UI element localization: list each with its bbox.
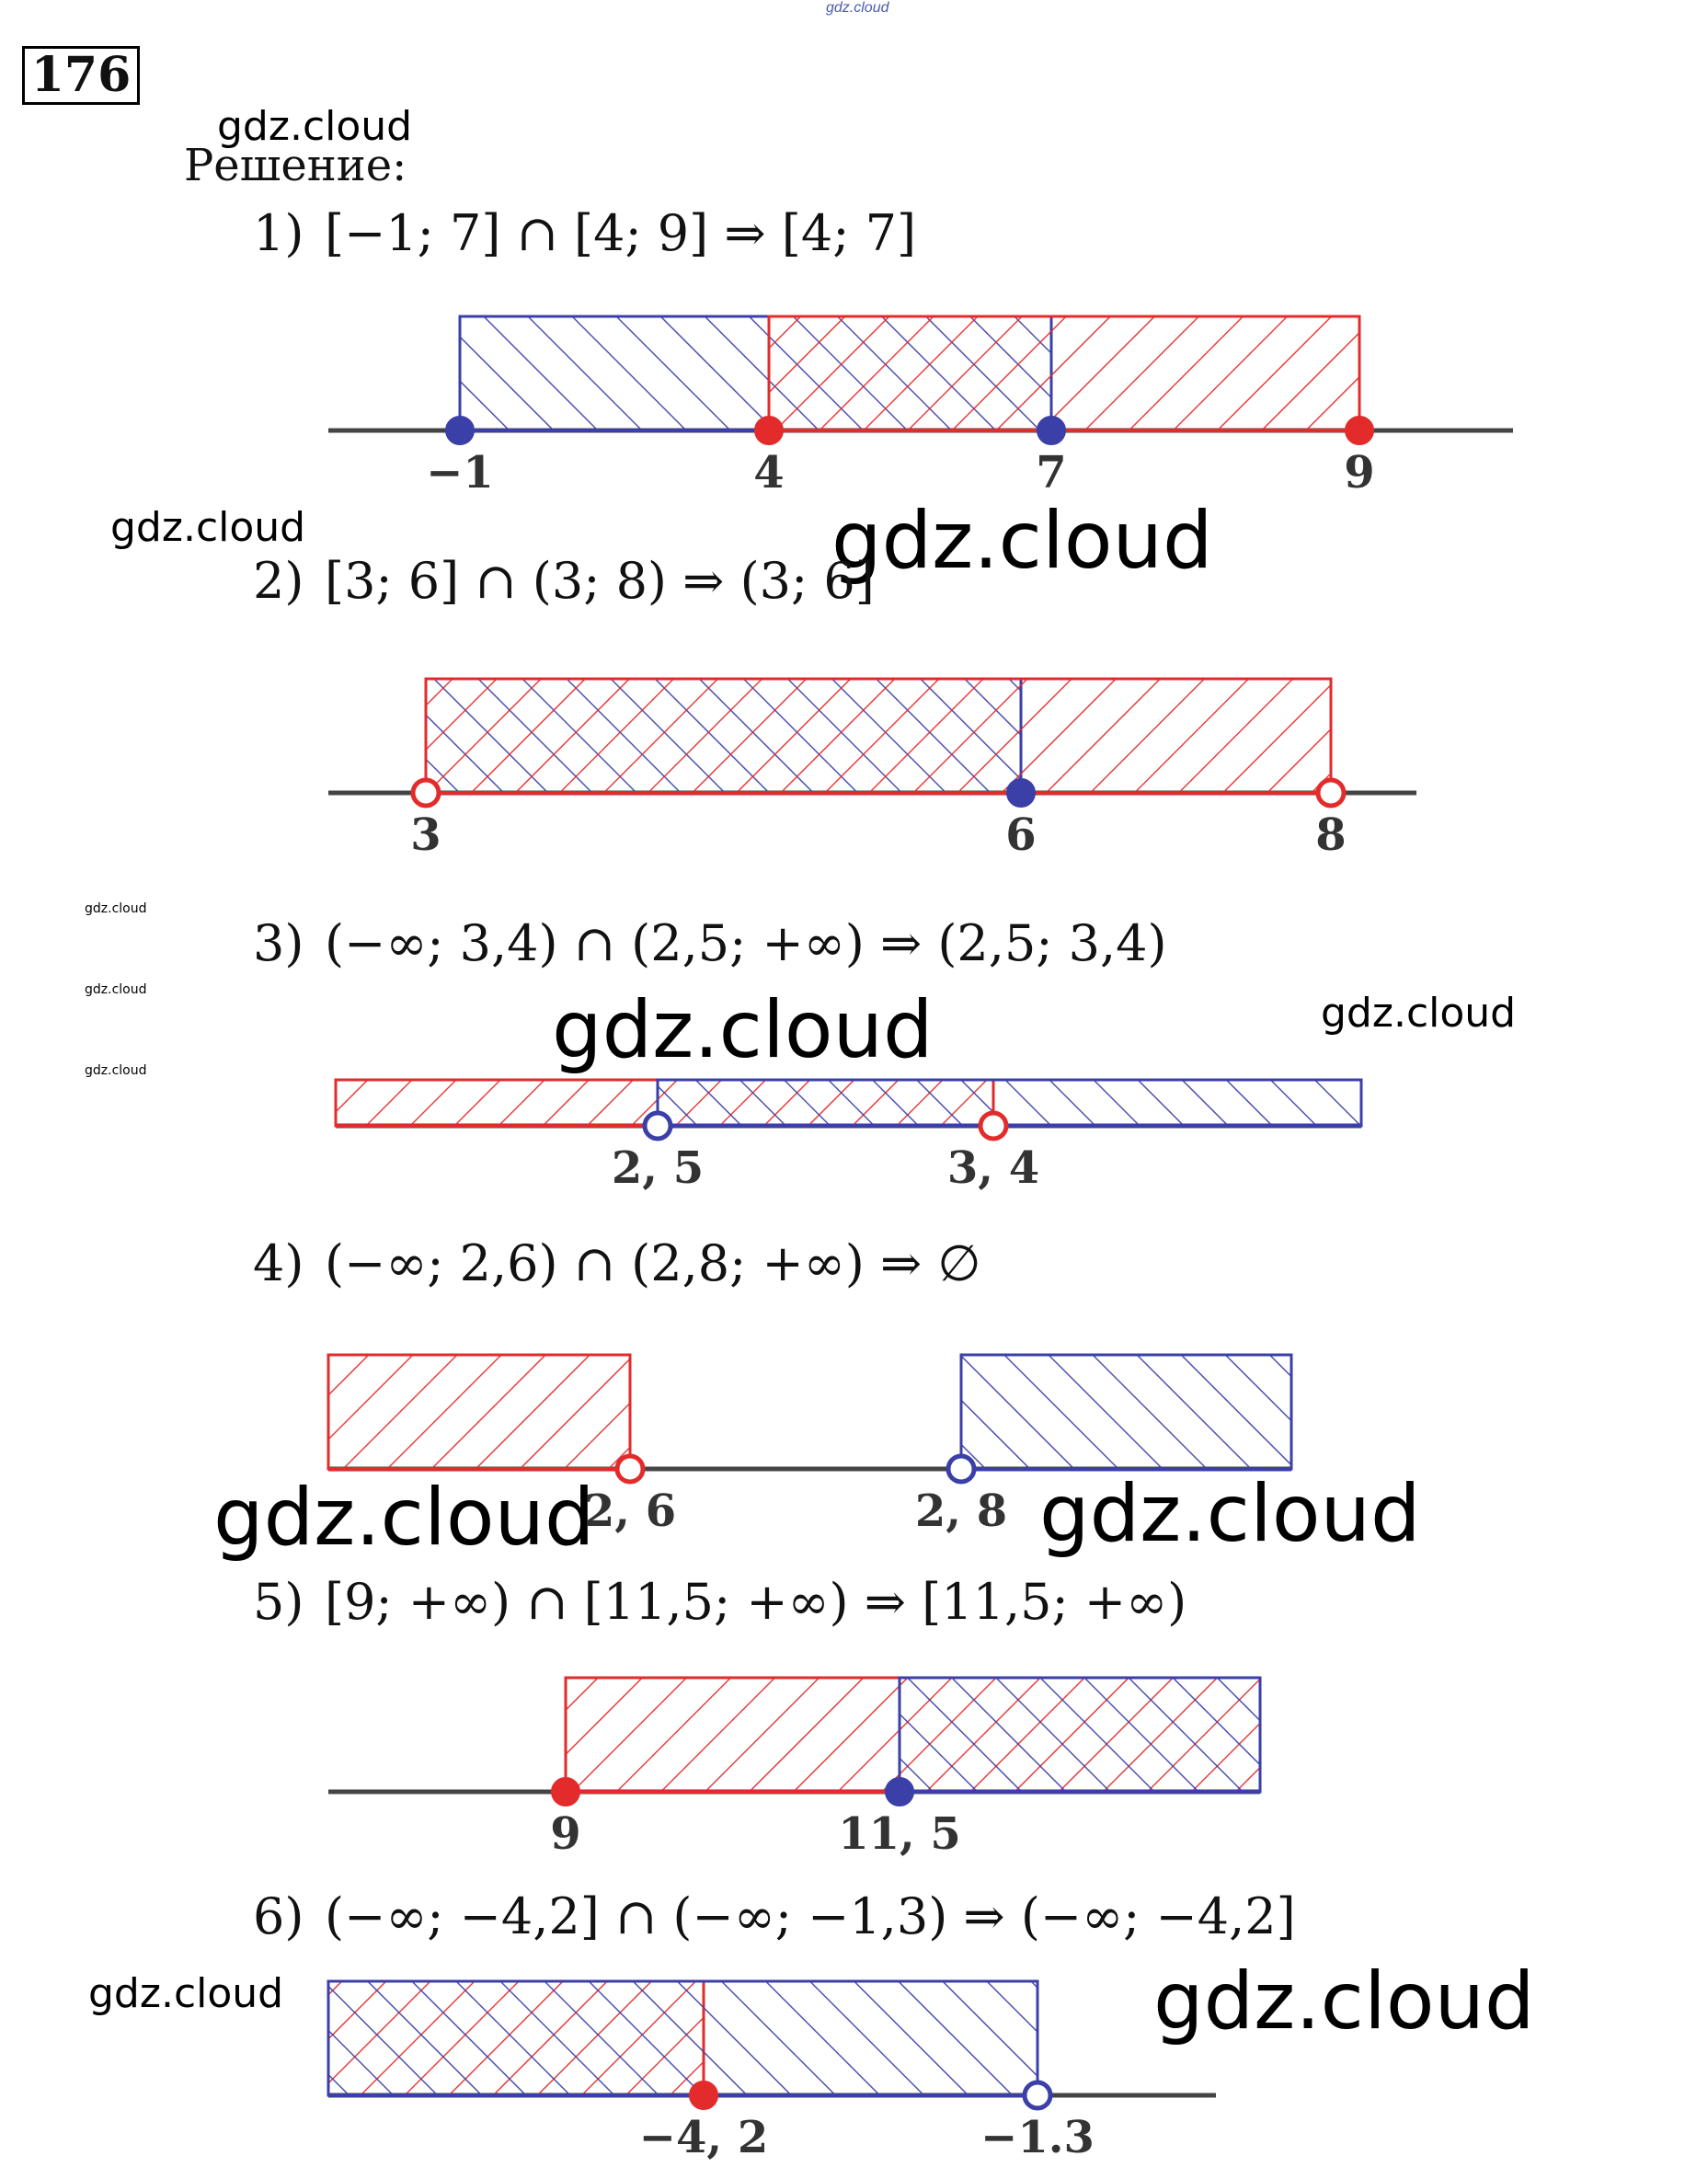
problem-5-expression: 5) [9; +∞) ∩ [11,5; +∞) ⇒ [11,5; +∞) <box>253 1573 1186 1631</box>
open-endpoint-blue <box>642 1110 673 1141</box>
open-endpoint-red <box>978 1110 1009 1141</box>
problem-number: 2) <box>253 552 304 610</box>
problem-number: 1) <box>253 204 304 262</box>
tick-label: −4, 2 <box>639 2112 768 2163</box>
problem-formula: [−1; 7] ∩ [4; 9] ⇒ [4; 7] <box>325 204 917 262</box>
watermark: gdz.cloud <box>85 982 147 997</box>
open-endpoint-red <box>1315 777 1347 809</box>
watermark: gdz.cloud <box>1153 1955 1535 2047</box>
open-endpoint-red <box>410 777 441 809</box>
problem-number: 5) <box>253 1573 304 1631</box>
problem-4-expression: 4) (−∞; 2,6) ∩ (2,8; +∞) ⇒ ∅ <box>253 1234 980 1292</box>
closed-endpoint-blue <box>445 416 475 445</box>
tick-label: 2, 5 <box>612 1142 704 1194</box>
watermark: gdz.cloud <box>1039 1468 1421 1560</box>
problem-formula: [9; +∞) ∩ [11,5; +∞) ⇒ [11,5; +∞) <box>325 1573 1187 1631</box>
watermark: gdz.cloud <box>213 1472 595 1564</box>
watermark: gdz.cloud <box>831 495 1213 587</box>
problem-number: 6) <box>253 1887 304 1945</box>
problem-formula: (−∞; 2,6) ∩ (2,8; +∞) ⇒ ∅ <box>325 1234 981 1292</box>
task-number: 176 <box>22 46 140 105</box>
watermark: gdz.cloud <box>552 984 934 1076</box>
number-line-6: −4, 2 −1.3 <box>327 1979 1216 2163</box>
tick-label: 8 <box>1315 809 1346 861</box>
site-mark: gdz.cloud <box>826 0 889 16</box>
number-line-1: −1 4 7 9 <box>328 315 1513 499</box>
watermark: gdz.cloud <box>217 103 413 150</box>
open-endpoint-blue <box>946 1453 977 1485</box>
closed-endpoint-red <box>1345 416 1374 445</box>
blue-interval-hatch <box>959 1353 1293 1471</box>
solution-heading: Решение: <box>184 140 407 191</box>
number-line-2: 3 6 8 <box>328 677 1416 861</box>
watermark: gdz.cloud <box>85 901 147 916</box>
tick-label: 9 <box>1344 447 1374 499</box>
closed-endpoint-red <box>754 416 784 445</box>
red-interval-hatch <box>424 677 1333 795</box>
tick-label: 11, 5 <box>838 1808 961 1860</box>
problem-3-expression: 3) (−∞; 3,4) ∩ (2,5; +∞) ⇒ (2,5; 3,4) <box>253 914 1167 972</box>
tick-label: 4 <box>753 447 784 499</box>
watermark: gdz.cloud <box>85 1063 147 1078</box>
closed-endpoint-red <box>551 1777 580 1806</box>
problem-number: 4) <box>253 1234 304 1292</box>
problem-2-expression: 2) [3; 6] ∩ (3; 8) ⇒ (3; 6] <box>253 552 875 610</box>
tick-label: 6 <box>1005 809 1036 861</box>
blue-interval-hatch <box>656 1078 1363 1128</box>
tick-label: 9 <box>550 1808 580 1860</box>
tick-label: −1 <box>426 447 494 499</box>
problem-formula: (−∞; 3,4) ∩ (2,5; +∞) ⇒ (2,5; 3,4) <box>325 914 1167 972</box>
number-line-3: 2, 5 3, 4 <box>334 1078 1363 1194</box>
problem-number: 3) <box>253 914 304 972</box>
watermark: gdz.cloud <box>110 504 306 551</box>
problem-formula: (−∞; −4,2] ∩ (−∞; −1,3) ⇒ (−∞; −4,2] <box>325 1887 1296 1945</box>
tick-label: −1.3 <box>980 2112 1095 2163</box>
blue-interval-hatch <box>327 1979 1039 2097</box>
closed-endpoint-blue <box>1006 778 1036 808</box>
blue-interval-hatch <box>898 1676 1262 1794</box>
problem-formula: [3; 6] ∩ (3; 8) ⇒ (3; 6] <box>325 552 875 610</box>
closed-endpoint-red <box>689 2081 718 2110</box>
problem-6-expression: 6) (−∞; −4,2] ∩ (−∞; −1,3) ⇒ (−∞; −4,2] <box>253 1887 1296 1945</box>
closed-endpoint-blue <box>885 1777 914 1806</box>
open-endpoint-red <box>614 1453 646 1485</box>
problem-1-expression: 1) [−1; 7] ∩ [4; 9] ⇒ [4; 7] <box>253 204 916 262</box>
tick-label: 2, 8 <box>915 1485 1007 1537</box>
number-line-5: 9 11, 5 <box>328 1676 1262 1860</box>
number-line-4: 2, 6 2, 8 <box>327 1353 1293 1537</box>
tick-label: 3, 4 <box>947 1142 1039 1194</box>
tick-label: 3 <box>410 809 441 861</box>
tick-label: 2, 6 <box>584 1485 676 1537</box>
tick-label: 7 <box>1036 447 1066 499</box>
closed-endpoint-blue <box>1037 416 1066 445</box>
watermark: gdz.cloud <box>88 1970 284 2017</box>
open-endpoint-blue <box>1022 2080 1053 2111</box>
red-interval-hatch <box>767 315 1361 432</box>
watermark: gdz.cloud <box>1321 990 1517 1037</box>
red-interval-hatch <box>327 1353 632 1471</box>
